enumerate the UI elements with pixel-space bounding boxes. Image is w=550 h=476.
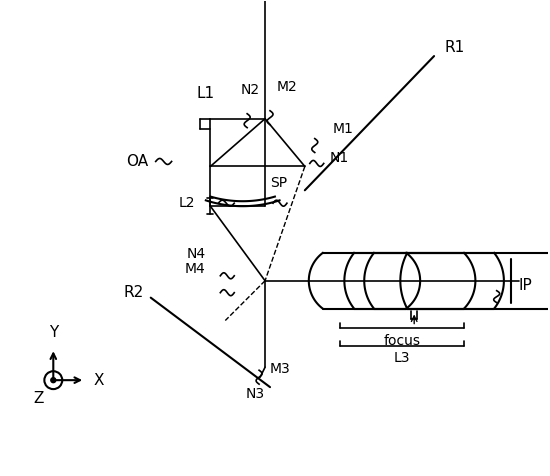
Text: M1: M1 xyxy=(333,122,354,136)
Text: N3: N3 xyxy=(245,387,265,401)
Text: Y: Y xyxy=(49,326,58,340)
Text: M3: M3 xyxy=(270,362,291,376)
Text: OA: OA xyxy=(126,154,148,169)
Text: L2: L2 xyxy=(179,196,195,210)
Text: R1: R1 xyxy=(444,40,464,55)
Circle shape xyxy=(51,377,56,383)
Text: L3: L3 xyxy=(393,351,410,366)
Text: IP: IP xyxy=(519,278,532,293)
Text: focus: focus xyxy=(383,335,420,348)
Text: X: X xyxy=(93,373,103,387)
Text: SP: SP xyxy=(270,176,287,190)
Text: N2: N2 xyxy=(240,83,260,97)
Text: N4: N4 xyxy=(186,247,205,261)
Text: L1: L1 xyxy=(196,86,214,101)
Text: M2: M2 xyxy=(277,80,298,94)
Text: M4: M4 xyxy=(185,262,205,276)
Text: Z: Z xyxy=(33,391,43,406)
Text: R2: R2 xyxy=(124,285,144,300)
Text: N1: N1 xyxy=(329,151,349,166)
